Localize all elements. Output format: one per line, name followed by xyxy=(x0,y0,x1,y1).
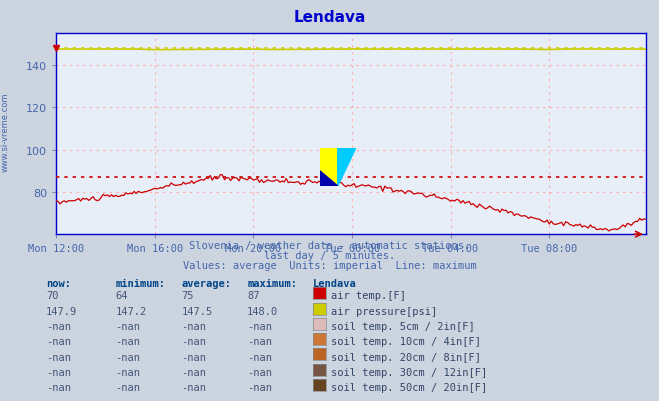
Text: -nan: -nan xyxy=(46,352,71,362)
Text: -nan: -nan xyxy=(46,321,71,331)
Text: soil temp. 5cm / 2in[F]: soil temp. 5cm / 2in[F] xyxy=(331,321,475,331)
Text: soil temp. 10cm / 4in[F]: soil temp. 10cm / 4in[F] xyxy=(331,336,482,346)
Text: now:: now: xyxy=(46,279,71,289)
Text: -nan: -nan xyxy=(181,352,206,362)
Polygon shape xyxy=(338,148,356,186)
Text: -nan: -nan xyxy=(115,321,140,331)
Text: air pressure[psi]: air pressure[psi] xyxy=(331,306,438,316)
Text: -nan: -nan xyxy=(115,352,140,362)
Text: -nan: -nan xyxy=(46,382,71,392)
Text: Lendava: Lendava xyxy=(313,279,357,289)
Text: -nan: -nan xyxy=(181,367,206,377)
Text: -nan: -nan xyxy=(115,336,140,346)
Text: 147.2: 147.2 xyxy=(115,306,146,316)
Text: -nan: -nan xyxy=(247,382,272,392)
Text: Slovenia / weather data - automatic stations.: Slovenia / weather data - automatic stat… xyxy=(189,241,470,251)
Text: -nan: -nan xyxy=(247,367,272,377)
Text: minimum:: minimum: xyxy=(115,279,165,289)
Polygon shape xyxy=(320,171,338,186)
Text: soil temp. 20cm / 8in[F]: soil temp. 20cm / 8in[F] xyxy=(331,352,482,362)
Text: soil temp. 50cm / 20in[F]: soil temp. 50cm / 20in[F] xyxy=(331,382,488,392)
Text: 147.9: 147.9 xyxy=(46,306,77,316)
Text: 75: 75 xyxy=(181,291,194,301)
Text: -nan: -nan xyxy=(247,352,272,362)
Text: air temp.[F]: air temp.[F] xyxy=(331,291,407,301)
Text: -nan: -nan xyxy=(115,367,140,377)
Text: 64: 64 xyxy=(115,291,128,301)
Text: -nan: -nan xyxy=(115,382,140,392)
Text: soil temp. 30cm / 12in[F]: soil temp. 30cm / 12in[F] xyxy=(331,367,488,377)
Text: -nan: -nan xyxy=(46,336,71,346)
Text: Values: average  Units: imperial  Line: maximum: Values: average Units: imperial Line: ma… xyxy=(183,261,476,271)
Text: -nan: -nan xyxy=(181,336,206,346)
Text: 147.5: 147.5 xyxy=(181,306,212,316)
Text: maximum:: maximum: xyxy=(247,279,297,289)
Text: -nan: -nan xyxy=(181,382,206,392)
Text: -nan: -nan xyxy=(247,321,272,331)
Text: 70: 70 xyxy=(46,291,59,301)
Text: www.si-vreme.com: www.si-vreme.com xyxy=(1,93,10,172)
Text: 148.0: 148.0 xyxy=(247,306,278,316)
Polygon shape xyxy=(320,148,338,186)
Text: last day / 5 minutes.: last day / 5 minutes. xyxy=(264,251,395,261)
Text: average:: average: xyxy=(181,279,231,289)
Text: -nan: -nan xyxy=(247,336,272,346)
Text: 87: 87 xyxy=(247,291,260,301)
Text: Lendava: Lendava xyxy=(293,10,366,25)
Text: -nan: -nan xyxy=(181,321,206,331)
Text: -nan: -nan xyxy=(46,367,71,377)
